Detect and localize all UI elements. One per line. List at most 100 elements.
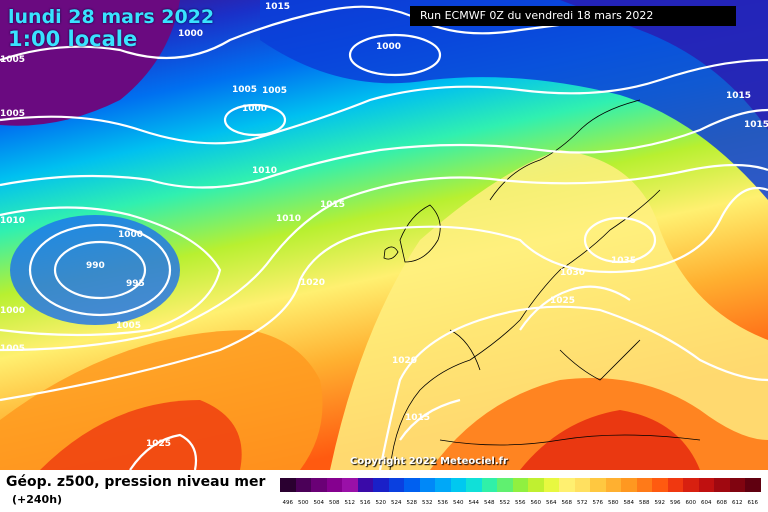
warm-atlantic [0,330,323,470]
scale-tick-label: 528 [406,500,418,506]
isobar-labels: 1015 1000 1005 1005 1005 1000 1000 1005 … [0,2,768,449]
isobar-label: 1025 [550,296,575,306]
isobar-label: 1010 [0,216,25,226]
scale-tick-label: 596 [670,500,681,506]
isobar-label: 1015 [405,413,430,423]
scale-tick-label: 552 [499,500,511,506]
scale-swatch [729,478,745,492]
color-scale [280,478,761,492]
scale-tick-label: 512 [344,500,356,506]
isobar-label: 1015 [744,120,768,130]
scale-swatch [667,478,683,492]
scale-swatch [419,478,435,492]
scale-swatch [636,478,652,492]
isobar-label: 1025 [146,439,171,449]
scale-swatch [528,478,544,492]
isobar-lines [0,5,768,471]
isobar-label: 1005 [0,344,25,354]
low-atlantic [10,215,180,325]
scale-swatch [590,478,606,492]
scale-tick-label: 516 [360,500,371,506]
scale-tick-label: 604 [701,500,712,506]
scale-tick-label: 540 [453,500,464,506]
date-line: lundi 28 mars 2022 [8,6,215,28]
scale-swatch [621,478,637,492]
isobar-label: 1015 [320,200,345,210]
scale-swatch [466,478,482,492]
scale-swatch [559,478,575,492]
scale-tick-label: 536 [437,500,449,506]
scale-swatch [388,478,404,492]
scale-tick-label: 532 [422,500,433,506]
isobar-label: 1015 [726,91,751,101]
legend-title: Géop. z500, pression niveau mer [6,474,266,490]
scale-tick-label: 588 [639,500,650,506]
legend-bar: Géop. z500, pression niveau mer (+240h) … [0,470,768,512]
map-canvas: 1015 1000 1005 1005 1005 1000 1000 1005 … [0,0,768,471]
scale-tick-label: 584 [623,500,635,506]
scale-swatch [342,478,358,492]
weather-map: 1015 1000 1005 1005 1005 1000 1000 1005 … [0,0,768,471]
isobar-label: 1020 [392,356,417,366]
lead-time: (+240h) [12,493,63,506]
isobar-label: 1010 [276,214,301,224]
scale-swatch [714,478,730,492]
scale-swatch [683,478,699,492]
scale-tick-label: 568 [561,500,573,506]
time-line: 1:00 locale [8,27,138,51]
scale-tick-label: 520 [375,500,387,506]
hot-core-africa [520,410,700,470]
scale-swatch [450,478,466,492]
trough-core [560,0,768,130]
hot-core-atlantic [40,400,242,470]
isobar-label: 1010 [252,166,277,176]
copyright: Copyright 2022 Meteociel.fr [350,456,508,467]
scale-tick-label: 600 [685,500,697,506]
scale-tick-label: 612 [732,500,743,506]
scale-tick-label: 524 [391,500,402,506]
isobar-label: 1000 [118,230,143,240]
isobar-label: 1000 [376,42,401,52]
scale-tick-label: 544 [468,500,480,506]
scale-tick-label: 508 [329,500,340,506]
scale-tick-label: 556 [515,500,526,506]
isobar-label: 1000 [178,29,203,39]
isobar-label: 1015 [265,2,290,12]
scale-tick-label: 576 [592,500,604,506]
coastlines [383,99,701,471]
isobar-label: 1005 [0,55,25,65]
scale-tick-label: 572 [577,500,588,506]
trough-north [260,0,768,200]
isobar-label: 1005 [262,86,287,96]
run-info: Run ECMWF 0Z du vendredi 18 mars 2022 [410,6,736,26]
scale-swatch [543,478,559,492]
scale-tick-label: 504 [313,500,325,506]
scale-swatch [605,478,621,492]
isobar-label: 990 [86,261,105,271]
scale-tick-label: 500 [298,500,309,506]
scale-swatch [481,478,497,492]
isobar-label: 1000 [242,104,267,114]
color-scale-ticks: 496 500 504 508 512 516 520 524 528 532 536 540 544 5… [280,500,761,506]
scale-tick-label: 548 [484,500,495,506]
scale-tick-label: 564 [546,500,557,506]
low-greenland [0,0,180,126]
scale-tick-label: 580 [608,500,619,506]
scale-swatch [435,478,451,492]
isobar-label: 1000 [0,306,25,316]
scale-tick-label: 608 [716,500,728,506]
scale-swatch [698,478,714,492]
scale-tick-label: 560 [530,500,542,506]
scale-swatch [357,478,373,492]
isobar-label: 1005 [232,85,257,95]
isobar-label: 1030 [560,268,585,278]
scale-tick-label: 592 [654,500,666,506]
scale-swatch [745,478,761,492]
scale-tick-label: 616 [747,500,759,506]
scale-swatch [404,478,420,492]
scale-swatch [574,478,590,492]
scale-swatch [280,478,296,492]
scale-swatch [295,478,311,492]
scale-swatch [652,478,668,492]
isobar-label: 1020 [300,278,325,288]
